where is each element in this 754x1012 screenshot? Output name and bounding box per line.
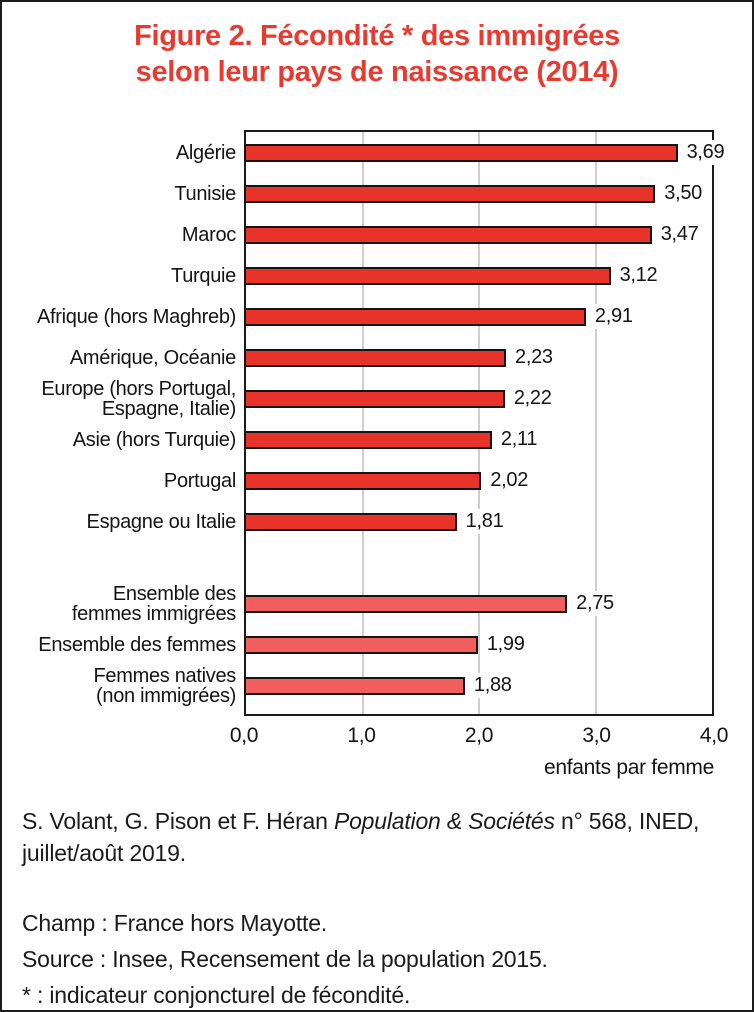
bar-value-label: 3,69	[684, 140, 727, 165]
x-axis-ticks: 0,0 1,0 2,0 3,0 4,0	[230, 724, 729, 750]
bar-track: 2,91	[244, 304, 714, 329]
bar	[244, 430, 492, 449]
bar-value-label: 2,75	[574, 591, 616, 616]
category-label: Europe (hors Portugal, Espagne, Italie)	[41, 377, 236, 420]
bar-value-label: 1,99	[484, 632, 527, 657]
bar-track: 1,99	[244, 632, 714, 657]
x-tick-label: 3,0	[582, 724, 611, 747]
note-champ: Champ : France hors Mayotte.	[22, 910, 328, 936]
category-label: Maroc	[181, 223, 236, 246]
bar-track: 3,47	[244, 222, 714, 247]
category-label: Asie (hors Turquie)	[72, 428, 237, 451]
category-label: Espagne ou Italie	[86, 510, 237, 533]
category-label: Tunisie	[174, 182, 236, 205]
bar-row: Tunisie 3,50	[2, 173, 752, 214]
bar-value-label: 3,12	[617, 263, 660, 288]
bar-row: Afrique (hors Maghreb) 2,91	[2, 296, 752, 337]
bar	[244, 266, 611, 285]
x-tick-label: 1,0	[347, 724, 376, 747]
bar-row: Portugal 2,02	[2, 460, 752, 501]
bar	[244, 512, 457, 531]
bar-track: 1,88	[244, 673, 714, 698]
category-label: Amérique, Océanie	[69, 346, 236, 369]
bar-value-label: 3,47	[658, 222, 701, 247]
bar-rows: Algérie 3,69 Tunisie 3,50 Maroc 3,47 Turquie 3,…	[2, 132, 752, 707]
bar-row: Algérie 3,69	[2, 132, 752, 173]
citation-issue: n° 568, INED, juillet/août 2019.	[22, 808, 700, 866]
citation-authors: S. Volant, G. Pison et F. Héran	[22, 808, 334, 834]
bar-value-label: 1,88	[471, 673, 514, 698]
bar	[244, 594, 568, 613]
note-asterisk: * : indicateur conjoncturel de fécondité…	[22, 982, 411, 1008]
bar-track: 2,22	[244, 386, 714, 411]
bar	[244, 389, 505, 408]
bar-value-label: 2,22	[511, 386, 554, 411]
bar	[244, 635, 478, 654]
category-label: Afrique (hors Maghreb)	[36, 305, 236, 328]
bar-value-label: 2,91	[592, 304, 635, 329]
bar-row: Europe (hors Portugal, Espagne, Italie) 2…	[2, 377, 752, 420]
figure-title-line1: Figure 2. Fécondité * des immigrées	[134, 20, 620, 52]
x-tick-label: 4,0	[699, 724, 729, 747]
bar-track: 2,75	[244, 591, 714, 616]
category-label: Femmes natives (non immigrées)	[93, 664, 236, 707]
x-tick-label: 2,0	[464, 724, 494, 747]
category-label: Turquie	[171, 264, 236, 287]
bar-track: 3,12	[244, 263, 714, 288]
spacer-row	[2, 542, 752, 583]
gridline-1	[361, 132, 364, 714]
bar-track: 2,11	[244, 427, 714, 452]
bar	[244, 225, 652, 244]
bar-track: 3,69	[244, 140, 727, 165]
bar-track: 3,50	[244, 181, 714, 206]
gridline-3	[594, 132, 597, 714]
x-tick-label: 0,0	[229, 724, 259, 747]
bar	[244, 348, 507, 367]
category-label: Ensemble des femmes immigrées	[71, 582, 236, 625]
bar-value-label: 2,23	[513, 345, 555, 370]
bar-row: Amérique, Océanie 2,23	[2, 337, 752, 378]
citation: S. Volant, G. Pison et F. Héran Populati…	[22, 805, 734, 869]
citation-journal-title: Population & Sociétés	[333, 808, 555, 834]
bar-value-label: 3,50	[662, 181, 704, 206]
category-label: Ensemble des femmes	[38, 633, 236, 656]
figure-title: Figure 2. Fécondité * des immigrées selo…	[2, 18, 752, 90]
bar-value-label: 1,81	[463, 509, 506, 534]
bar-row: Femmes natives (non immigrées) 1,88	[2, 664, 752, 707]
bar-row: Espagne ou Italie 1,81	[2, 501, 752, 542]
footer: S. Volant, G. Pison et F. Héran Populati…	[22, 805, 736, 1010]
bar	[244, 143, 678, 162]
bar	[244, 676, 465, 695]
bar-row: Ensemble des femmes 1,99	[2, 624, 752, 665]
bar	[244, 307, 586, 326]
bar	[244, 184, 656, 203]
bar-row: Ensemble des femmes immigrées 2,75	[2, 582, 752, 625]
category-label: Portugal	[163, 469, 236, 492]
bar-row: Turquie 3,12	[2, 255, 752, 296]
bar-value-label: 2,02	[488, 468, 531, 493]
bar-track: 1,81	[244, 509, 714, 534]
bar-track: 2,23	[244, 345, 714, 370]
gridline-2	[478, 132, 480, 714]
category-label: Algérie	[175, 141, 236, 164]
bar-row: Asie (hors Turquie) 2,11	[2, 419, 752, 460]
bar-track: 2,02	[244, 468, 714, 493]
bar-value-label: 2,11	[498, 427, 540, 452]
bar-chart: Algérie 3,69 Tunisie 3,50 Maroc 3,47 Turquie 3,…	[2, 130, 752, 795]
note-source: Source : Insee, Recensement de la popula…	[22, 946, 548, 972]
bar-row: Maroc 3,47	[2, 214, 752, 255]
figure-title-line2: selon leur pays de naissance (2014)	[135, 56, 619, 88]
x-axis-label: enfants par femme	[544, 756, 714, 779]
bar	[244, 471, 482, 490]
